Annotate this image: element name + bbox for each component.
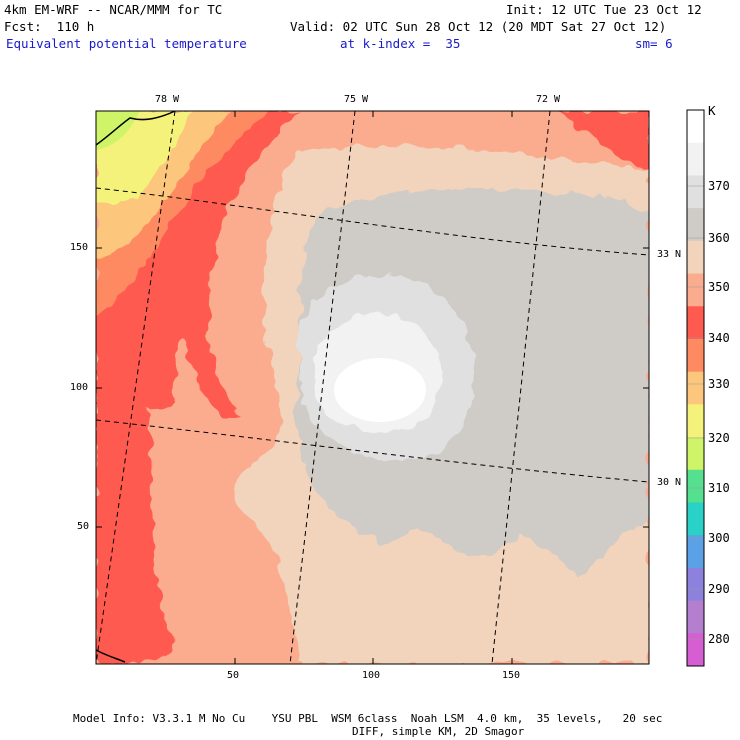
field-name: Equivalent potential temperature bbox=[6, 36, 247, 51]
colorbar-band bbox=[687, 110, 704, 144]
model-title: 4km EM-WRF -- NCAR/MMM for TC bbox=[4, 2, 223, 17]
colorbar-band bbox=[687, 633, 704, 667]
graticule bbox=[96, 111, 649, 664]
init-time: Init: 12 UTC Tue 23 Oct 12 bbox=[506, 2, 702, 17]
meridian-78w bbox=[96, 111, 176, 664]
colorbar-label: 370 bbox=[708, 179, 730, 193]
field-core-375 bbox=[334, 358, 426, 422]
colorbar-band bbox=[687, 535, 704, 569]
parallel-30n bbox=[96, 419, 649, 483]
colorbar-label: 330 bbox=[708, 377, 730, 391]
coastline-south bbox=[95, 649, 126, 663]
x-tick-label: 100 bbox=[362, 670, 381, 681]
colorbar-frame bbox=[686, 109, 705, 667]
longitude-label: 75 W bbox=[344, 94, 369, 105]
valid-time: Valid: 02 UTC Sun 28 Oct 12 (20 MDT Sat … bbox=[290, 19, 667, 34]
colorbar-label: 310 bbox=[708, 481, 730, 495]
longitude-label: 72 W bbox=[536, 94, 561, 105]
colorbar-band bbox=[687, 437, 704, 471]
colorbar-label: 320 bbox=[708, 431, 730, 445]
x-tick-label: 50 bbox=[227, 670, 240, 681]
coastline bbox=[95, 110, 176, 146]
colorbar-band bbox=[687, 567, 704, 602]
latitude-label: 30 N bbox=[657, 477, 682, 488]
forecast-hour: Fcst: 110 h bbox=[4, 19, 95, 34]
colorbar-label: 360 bbox=[708, 231, 730, 245]
field-band-340-south bbox=[96, 400, 172, 664]
model-options: DIFF, simple KM, 2D Smagor bbox=[352, 725, 525, 738]
x-tick-label: 150 bbox=[502, 670, 521, 681]
smoothing-info: sm= 6 bbox=[635, 36, 673, 51]
field-band-310 bbox=[96, 111, 140, 150]
colorbar-band bbox=[687, 240, 704, 275]
colorbar-band bbox=[687, 502, 704, 536]
colorbar-label: 300 bbox=[708, 531, 730, 545]
y-tick-label: 150 bbox=[70, 242, 89, 253]
colorbar-band bbox=[687, 338, 704, 373]
latitude-label: 33 N bbox=[657, 249, 682, 260]
colorbar-band bbox=[687, 273, 704, 307]
colorbar-label: 280 bbox=[708, 632, 730, 646]
colorbar-band bbox=[687, 404, 704, 438]
y-tick-label: 100 bbox=[70, 382, 89, 393]
colorbar-unit: K bbox=[708, 103, 716, 118]
model-info: Model Info: V3.3.1 M No Cu YSU PBL WSM 6… bbox=[73, 712, 663, 725]
colorbar-band bbox=[687, 208, 704, 242]
colorbar-band bbox=[687, 175, 704, 209]
meridian-75w bbox=[289, 111, 356, 664]
axis-ticks bbox=[96, 111, 649, 664]
colorbar-band bbox=[687, 469, 704, 503]
colorbar bbox=[687, 110, 704, 667]
colorbar-label: 290 bbox=[708, 582, 730, 596]
theta-e-field bbox=[96, 111, 649, 664]
parallel-33n bbox=[96, 187, 649, 256]
colorbar-band bbox=[687, 306, 704, 340]
y-tick-label: 50 bbox=[77, 521, 90, 532]
colorbar-label: 340 bbox=[708, 331, 730, 345]
longitude-label: 78 W bbox=[155, 94, 180, 105]
field-band-340-northeast bbox=[560, 111, 649, 170]
colorbar-band bbox=[687, 371, 704, 405]
colorbar-band bbox=[687, 142, 704, 176]
colorbar-label: 350 bbox=[708, 280, 730, 294]
meridian-72w bbox=[491, 111, 551, 664]
level-info: at k-index = 35 bbox=[340, 36, 461, 51]
colorbar-band bbox=[687, 600, 704, 634]
